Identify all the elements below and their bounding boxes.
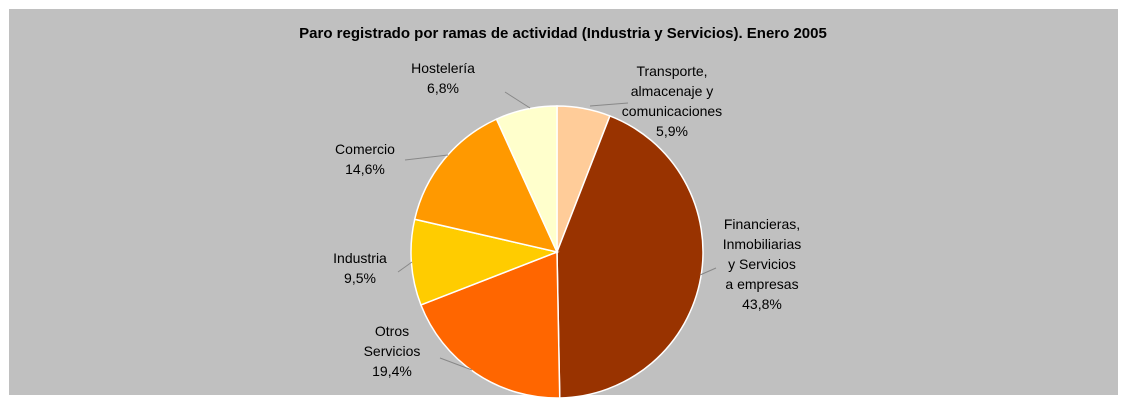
- leader-line: [699, 267, 717, 276]
- pie-slice: [419, 250, 561, 399]
- value-label: 19,4%: [372, 363, 412, 379]
- slice-label: Hostelería 6,8%: [411, 60, 475, 96]
- value-label: 6,8%: [427, 80, 459, 96]
- pie-slice: [495, 105, 558, 253]
- category-label: Transporte, almacenaje y comunicaciones: [622, 63, 722, 119]
- leader-line: [589, 102, 629, 107]
- pie-slice: [413, 118, 559, 254]
- category-label-line: Comercio: [335, 141, 395, 157]
- category-label: Comercio: [335, 141, 395, 157]
- category-label-line: Transporte,: [636, 63, 707, 79]
- leader-line: [397, 261, 413, 273]
- category-label: Industria: [333, 250, 387, 266]
- category-label-line: Industria: [333, 250, 387, 266]
- category-label-line: Financieras,: [724, 216, 800, 232]
- category-label-line: a empresas: [725, 276, 798, 292]
- leader-line: [404, 154, 449, 161]
- slice-label: Transporte, almacenaje y comunicaciones 5,9…: [622, 63, 722, 139]
- category-label: Hostelería: [411, 60, 475, 76]
- category-label-line: Hostelería: [411, 60, 475, 76]
- value-label: 14,6%: [345, 161, 385, 177]
- category-label: Otros Servicios: [364, 323, 421, 359]
- pie-slice: [556, 114, 704, 399]
- category-label-line: Inmobiliarias: [723, 236, 802, 252]
- category-label-line: y Servicios: [728, 256, 796, 272]
- slice-label: Financieras, Inmobiliarias y Servicios a em…: [723, 216, 802, 312]
- category-label-line: comunicaciones: [622, 103, 722, 119]
- value-label: 9,5%: [344, 270, 376, 286]
- chart-title: Paro registrado por ramas de actividad (…: [299, 25, 827, 42]
- slice-label: Otros Servicios 19,4%: [364, 323, 421, 379]
- slice-label: Comercio 14,6%: [335, 141, 395, 177]
- category-label: Financieras, Inmobiliarias y Servicios a em…: [723, 216, 802, 292]
- category-label-line: Servicios: [364, 343, 421, 359]
- leader-line: [439, 357, 473, 371]
- category-label-line: almacenaje y: [631, 83, 714, 99]
- value-label: 5,9%: [656, 123, 688, 139]
- slice-label: Industria 9,5%: [333, 250, 387, 286]
- category-label-line: Otros: [375, 323, 409, 339]
- value-label: 43,8%: [742, 296, 782, 312]
- leader-line: [504, 91, 531, 109]
